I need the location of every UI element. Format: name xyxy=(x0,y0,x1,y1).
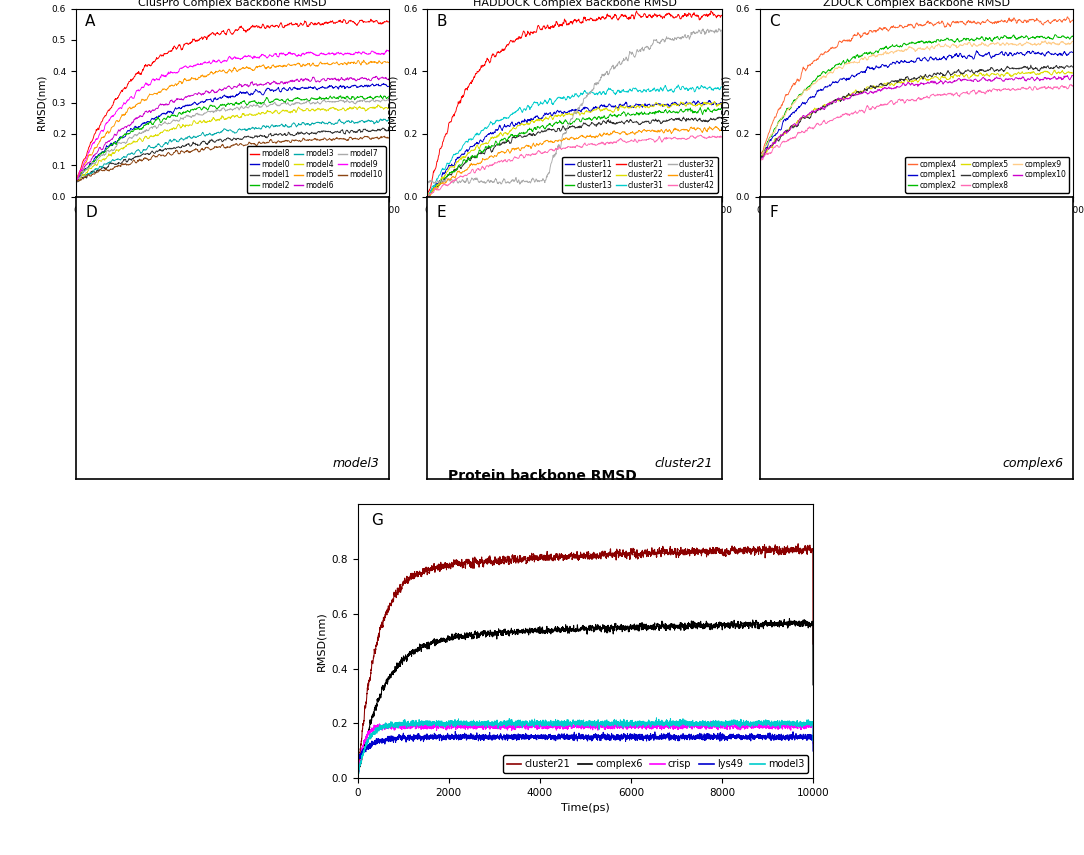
Text: D: D xyxy=(86,205,98,220)
Y-axis label: RMSD(nm): RMSD(nm) xyxy=(388,75,398,130)
Y-axis label: RMSD(nm): RMSD(nm) xyxy=(315,611,326,671)
Text: Protein backbone RMSD: Protein backbone RMSD xyxy=(448,469,636,483)
Legend: complex4, complex1, complex2, complex5, complex6, complex8, complex9, complex10: complex4, complex1, complex2, complex5, … xyxy=(905,156,1069,193)
Legend: model8, model0, model1, model2, model3, model4, model5, model6, model7, model9, : model8, model0, model1, model2, model3, … xyxy=(247,146,386,193)
Y-axis label: RMSD(nm): RMSD(nm) xyxy=(720,75,730,130)
Text: E: E xyxy=(436,205,446,220)
X-axis label: Time(ps): Time(ps) xyxy=(210,221,256,231)
X-axis label: Time(ps): Time(ps) xyxy=(562,804,609,813)
Title: ClusPro Complex Backbone RMSD: ClusPro Complex Backbone RMSD xyxy=(139,0,327,8)
X-axis label: Time(ps): Time(ps) xyxy=(893,221,939,231)
Title: HADDOCK Complex Backbone RMSD: HADDOCK Complex Backbone RMSD xyxy=(473,0,676,8)
X-axis label: Time(ps): Time(ps) xyxy=(552,221,597,231)
Legend: cluster21, complex6, crisp, lys49, model3: cluster21, complex6, crisp, lys49, model… xyxy=(503,756,809,773)
Y-axis label: RMSD(nm): RMSD(nm) xyxy=(36,75,47,130)
Text: C: C xyxy=(770,15,779,29)
Title: ZDOCK Complex Backbone RMSD: ZDOCK Complex Backbone RMSD xyxy=(823,0,1010,8)
Text: B: B xyxy=(436,15,447,29)
Text: model3: model3 xyxy=(333,457,379,470)
Text: complex6: complex6 xyxy=(1003,457,1063,470)
Text: F: F xyxy=(770,205,778,220)
Text: cluster21: cluster21 xyxy=(655,457,713,470)
Legend: cluster11, cluster12, cluster13, cluster21, cluster22, cluster31, cluster32, clu: cluster11, cluster12, cluster13, cluster… xyxy=(563,156,718,193)
Text: A: A xyxy=(86,15,95,29)
Text: G: G xyxy=(372,513,384,528)
